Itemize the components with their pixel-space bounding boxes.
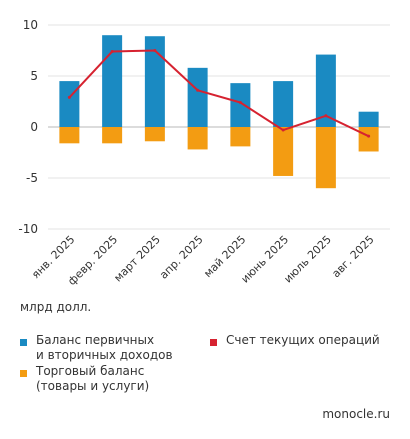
bars: [59, 35, 379, 189]
bar: [187, 67, 208, 127]
bar: [144, 127, 165, 142]
y-tick-label: 5: [30, 69, 38, 83]
y-tick-label: -5: [26, 171, 38, 185]
legend-item-current: Счет текущих операций: [226, 333, 380, 348]
bar: [358, 127, 379, 152]
line-point: [67, 95, 71, 99]
bar: [59, 127, 80, 144]
y-tick-label: -10: [18, 222, 38, 236]
bar: [230, 127, 251, 147]
bar: [59, 81, 80, 127]
line-point: [110, 50, 114, 54]
line-point: [281, 128, 285, 132]
bar: [187, 127, 208, 150]
line-point: [324, 114, 328, 118]
legend-label-current: Счет текущих операций: [226, 333, 380, 347]
line-point: [238, 101, 242, 105]
unit-label: млрд долл.: [20, 300, 92, 314]
bar: [358, 111, 379, 127]
bar: [315, 127, 336, 189]
bar: [102, 35, 123, 128]
bar: [102, 127, 123, 144]
x-tick-label: авг. 2025: [329, 233, 376, 280]
legend-swatch-current: [210, 339, 217, 346]
y-tick-label: 10: [23, 18, 38, 32]
bar: [315, 54, 336, 127]
legend-label-trade-line1: Торговый баланс: [36, 364, 145, 378]
legend-item-trade: Торговый баланс (товары и услуги): [36, 364, 149, 394]
legend-label-primary-line2: и вторичных доходов: [36, 348, 173, 362]
line-series: [68, 49, 370, 138]
x-tick-label: апр. 2025: [157, 233, 206, 282]
y-tick-label: 0: [30, 120, 38, 134]
legend-label-primary-line1: Баланс первичных: [36, 333, 155, 347]
grid-lines: [48, 24, 390, 230]
line-point: [196, 88, 200, 92]
bar: [144, 36, 165, 127]
legend-swatch-trade: [20, 370, 27, 377]
legend-swatch-primary: [20, 339, 27, 346]
bar: [273, 127, 294, 176]
bar: [273, 81, 294, 127]
line-point: [153, 49, 157, 52]
x-tick-label: март 2025: [111, 233, 163, 285]
bar: [230, 83, 251, 127]
legend-item-primary: Баланс первичных и вторичных доходов: [36, 333, 173, 363]
legend-label-trade-line2: (товары и услуги): [36, 379, 150, 393]
source-label: monocle.ru: [322, 407, 390, 421]
y-axis-ticks: 10 5 0 -5 -10: [18, 18, 38, 236]
line-point: [367, 134, 371, 138]
current-account-line: [67, 49, 371, 138]
